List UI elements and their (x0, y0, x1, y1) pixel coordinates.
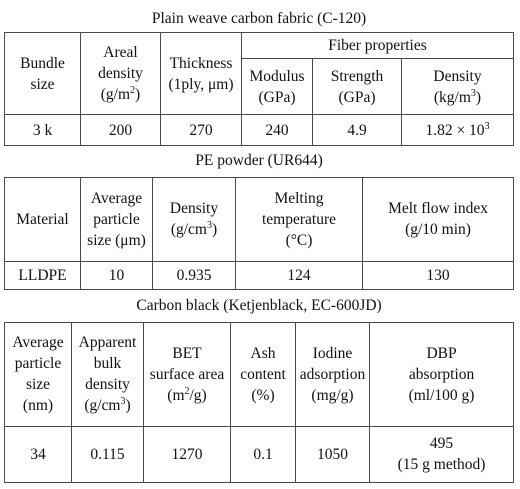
fabric-title: Plain weave carbon fabric (C-120) (4, 4, 514, 33)
cb-particle-size-header: Average particle size (nm) (4, 321, 72, 427)
bulk-density-header: Apparent bulk density (g/cm3) (71, 321, 144, 427)
dbp-absorption-header: DBP absorption (ml/100 g) (368, 321, 515, 427)
carbon-black-table: Carbon black (Ketjenblack, EC-600JD) Ave… (4, 290, 515, 483)
melting-temperature-value: 124 (235, 260, 363, 290)
bundle-size-header: Bundle size (4, 32, 81, 115)
thickness-header: Thickness (1ply, μm) (160, 32, 242, 115)
areal-density-header: Areal density (g/m2) (80, 32, 161, 115)
fiber-density-value: 1.82 × 103 (401, 114, 514, 146)
bundle-size-value: 3 k (4, 114, 81, 146)
powder-density-value: 0.935 (152, 260, 236, 290)
thickness-value: 270 (160, 114, 242, 146)
fabric-table: Plain weave carbon fabric (C-120) Bundle… (4, 4, 514, 146)
powder-section: PE powder (UR644) Material Average partic… (4, 145, 515, 290)
bet-surface-area-header: BET surface area (m2/g) (143, 321, 231, 427)
strength-value: 4.9 (312, 114, 402, 146)
areal-density-value: 200 (80, 114, 161, 146)
fiber-properties-header: Fiber properties (241, 32, 514, 59)
powder-title: PE powder (UR644) (4, 145, 514, 178)
strength-header: Strength (GPa) (312, 58, 402, 115)
fabric-section: Plain weave carbon fabric (C-120) Bundle… (4, 4, 514, 146)
cb-particle-size-value: 34 (4, 425, 72, 483)
melt-flow-index-value: 130 (361, 260, 515, 290)
melting-temperature-header: Melting temperature (°C) (235, 176, 363, 262)
modulus-header: Modulus (GPa) (241, 58, 313, 115)
material-header: Material (4, 176, 81, 262)
dbp-absorption-value: 495 (15 g method) (368, 425, 515, 483)
carbon-black-title: Carbon black (Ketjenblack, EC-600JD) (4, 290, 514, 323)
ash-content-value: 0.1 (230, 425, 296, 483)
material-value: LLDPE (4, 260, 81, 290)
bulk-density-value: 0.115 (71, 425, 144, 483)
melt-flow-index-header: Melt flow index (g/10 min) (361, 176, 515, 262)
fiber-density-header: Density (kg/m3) (401, 58, 514, 115)
powder-table: PE powder (UR644) Material Average partic… (4, 145, 515, 290)
ash-content-header: Ash content (%) (230, 321, 296, 427)
iodine-adsorption-header: Iodine adsorption (mg/g) (295, 321, 370, 427)
iodine-adsorption-value: 1050 (295, 425, 370, 483)
carbon-black-section: Carbon black (Ketjenblack, EC-600JD) Ave… (4, 290, 515, 483)
modulus-value: 240 (241, 114, 313, 146)
bet-surface-area-value: 1270 (143, 425, 231, 483)
particle-size-value: 10 (80, 260, 153, 290)
powder-density-header: Density (g/cm3) (152, 176, 236, 262)
particle-size-header: Average particle size (μm) (80, 176, 153, 262)
